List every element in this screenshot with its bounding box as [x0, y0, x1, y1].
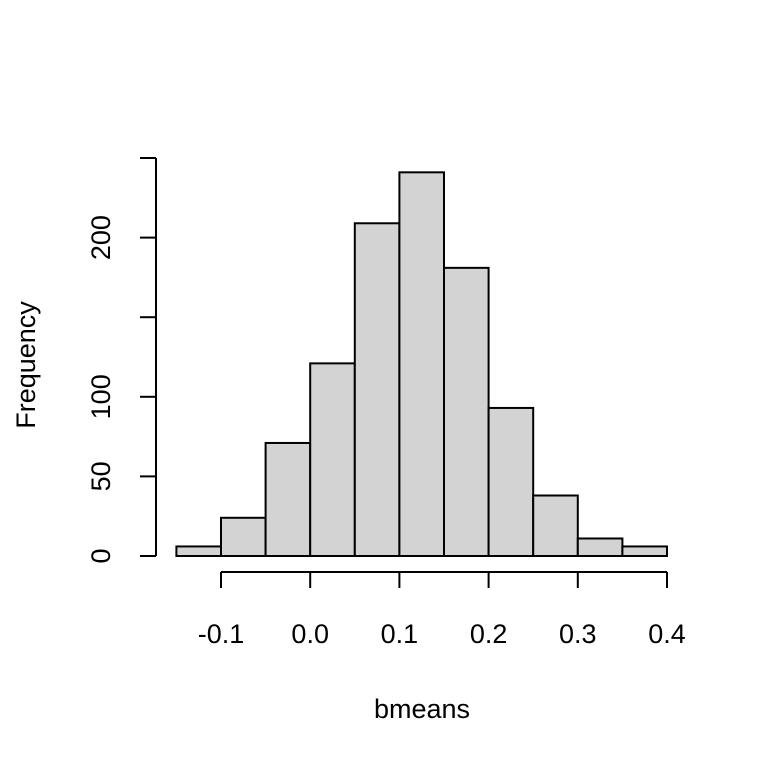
x-tick-label: 0.2 [470, 619, 508, 649]
y-tick-label: 100 [86, 374, 116, 419]
histogram-bar [487, 406, 535, 557]
x-axis-label: bmeans [374, 694, 470, 724]
x-tick-label: 0.0 [291, 619, 329, 649]
y-tick-label: 0 [86, 548, 116, 563]
histogram-bar [175, 545, 222, 557]
y-axis-label: Frequency [11, 301, 41, 429]
histogram-bar [576, 537, 624, 557]
histogram-bar [443, 266, 490, 557]
x-tick-label: 0.4 [648, 619, 686, 649]
histogram-bar [264, 441, 312, 557]
histogram-bar [398, 171, 445, 557]
y-axis: 0 50 100 200 [86, 157, 157, 564]
histogram-bar [621, 545, 669, 557]
x-tick-label: 0.1 [381, 619, 419, 649]
histogram-bar [309, 362, 356, 558]
y-tick-label: 50 [86, 461, 116, 491]
x-axis: -0.1 0.0 0.1 0.2 0.3 0.4 [198, 571, 686, 649]
y-tick-label: 200 [86, 215, 116, 260]
histogram-bars [175, 171, 669, 558]
histogram-bar [353, 222, 401, 557]
x-tick-label: 0.3 [559, 619, 597, 649]
histogram-bar [532, 494, 579, 557]
x-tick-label: -0.1 [198, 619, 245, 649]
histogram-bar [220, 516, 267, 557]
